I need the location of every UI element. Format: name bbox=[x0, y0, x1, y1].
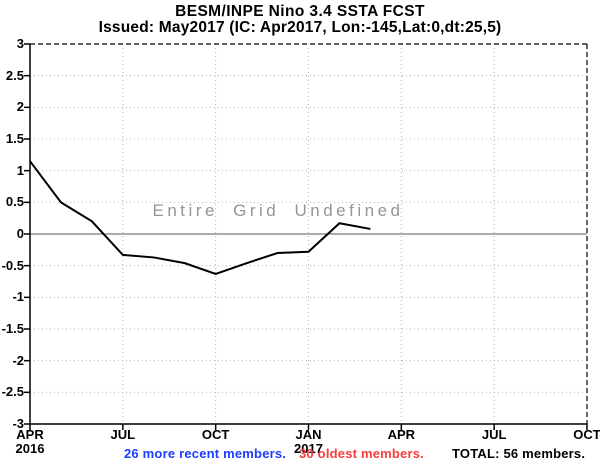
y-tick-label: 1 bbox=[16, 162, 24, 178]
x-tick-label: JAN bbox=[295, 427, 322, 442]
x-year-label: 2017 bbox=[294, 441, 323, 456]
grid-undefined-annotation: Entire Grid Undefined bbox=[152, 201, 404, 220]
x-tick-label: JUL bbox=[481, 427, 507, 442]
total-members-note: TOTAL: 56 members. bbox=[452, 446, 586, 461]
y-tick-label: 3 bbox=[16, 36, 24, 51]
y-tick-label: -1.5 bbox=[1, 321, 24, 336]
y-tick-label: -2 bbox=[12, 352, 24, 368]
x-tick-label: APR bbox=[387, 427, 416, 442]
series-line-observed-ssta bbox=[29, 160, 371, 275]
x-tick-label: JUL bbox=[110, 427, 136, 442]
y-tick-label: -2.5 bbox=[1, 384, 24, 400]
recent-members-note: 26 more recent members. bbox=[124, 446, 287, 461]
y-tick-label: -3 bbox=[12, 416, 24, 431]
chart-subtitle: Issued: May2017 (IC: Apr2017, Lon:-145,L… bbox=[98, 19, 502, 36]
y-tick-label: -0.5 bbox=[1, 257, 24, 273]
x-tick-label: OCT bbox=[573, 427, 600, 442]
chart-title: BESM/INPE Nino 3.4 SSTA FCST bbox=[175, 3, 425, 20]
y-tick-label: -1 bbox=[12, 289, 24, 305]
y-tick-label: 0 bbox=[16, 226, 24, 241]
oldest-members-note: 30 oldest members. bbox=[299, 446, 424, 461]
x-year-label: 2016 bbox=[15, 441, 45, 456]
x-tick-label: APR bbox=[16, 427, 44, 442]
y-tick-label: 2.5 bbox=[5, 67, 24, 83]
y-tick-label: 0.5 bbox=[5, 194, 24, 210]
y-tick-label: 2 bbox=[16, 99, 24, 115]
x-tick-label: OCT bbox=[201, 427, 230, 442]
y-tick-label: 1.5 bbox=[5, 131, 24, 146]
